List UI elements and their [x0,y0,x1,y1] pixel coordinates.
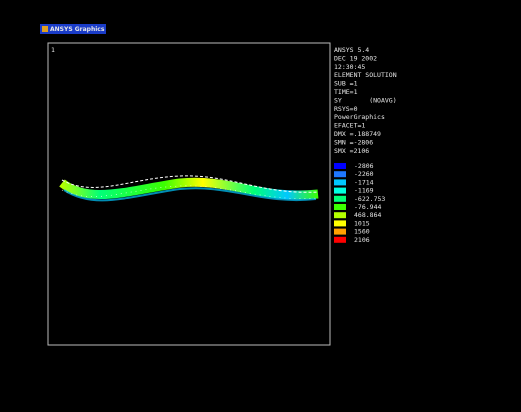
title-icon [42,26,48,32]
legend-swatch [334,204,346,210]
legend-swatch [334,171,346,177]
legend-swatch [334,163,346,169]
legend-value: -2260 [354,170,374,178]
legend-value: -2806 [354,162,374,170]
info-line: ELEMENT SOLUTION [334,71,397,79]
info-line: SUB =1 [334,80,358,88]
legend-value: -622.753 [354,195,385,203]
info-line: 12:30:45 [334,63,365,71]
info-line: ANSYS 5.4 [334,46,369,54]
legend-swatch [334,179,346,185]
info-line: PowerGraphics [334,113,385,121]
legend-value: -1714 [354,178,374,186]
legend-swatch [334,237,346,243]
viewport-number: 1 [51,46,55,54]
legend-swatch [334,188,346,194]
info-line: DMX =.188749 [334,130,381,138]
info-line: RSYS=0 [334,105,358,113]
legend-swatch [334,220,346,226]
legend-value: -1169 [354,187,374,195]
legend-value: 468.864 [354,211,381,219]
legend-value: -76.944 [354,203,381,211]
info-line: TIME=1 [334,88,358,96]
ansys-window: ANSYS Graphics 1 ANSYS 5.4DEC 19 200212:… [0,0,521,412]
legend-swatch [334,229,346,235]
info-line: SMN =-2806 [334,138,373,146]
window-title: ANSYS Graphics [50,26,105,33]
info-line: SMX =2106 [334,147,369,155]
info-line: SY (NOAVG) [334,96,397,104]
legend-swatch [334,212,346,218]
legend-value: 1015 [354,219,370,227]
legend-value: 1560 [354,228,370,236]
legend-value: 2106 [354,236,370,244]
background [0,0,521,412]
legend-swatch [334,196,346,202]
info-line: EFACET=1 [334,122,365,130]
info-line: DEC 19 2002 [334,54,377,62]
